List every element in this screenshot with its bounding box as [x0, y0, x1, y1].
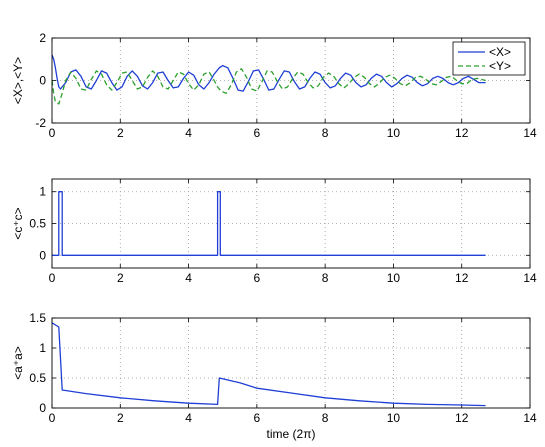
legend-box [452, 41, 526, 76]
x-tick-label: 4 [185, 271, 192, 285]
series-line-1 [51, 68, 486, 105]
x-tick-label: 10 [387, 411, 401, 425]
axes-frame [51, 37, 531, 124]
x-tick-label: 12 [455, 126, 469, 140]
y-tick-label: 1.5 [29, 311, 46, 325]
x-tick-label: 2 [117, 411, 124, 425]
x-tick-label: 4 [185, 411, 192, 425]
x-tick-label: 14 [523, 411, 537, 425]
x-tick-label: 12 [455, 411, 469, 425]
y-tick-label: 0 [39, 248, 46, 262]
x-tick-label: 0 [49, 271, 56, 285]
y-tick-label: 1 [39, 185, 46, 199]
legend-label-1: <Y> [489, 59, 511, 73]
plot-area [52, 318, 530, 408]
panel-aa: 0 2 4 6 8 10 12 14 0 0.5 1 1.5 <a⁺a> time (2π) [11, 311, 537, 441]
x-tick-label: 4 [185, 126, 192, 140]
legend: <X><Y> [452, 41, 526, 76]
y-tick-label: 0.5 [29, 217, 46, 231]
series-line-0 [52, 191, 486, 256]
x-tick-label: 0 [49, 411, 56, 425]
y-tick-label: 0 [39, 74, 46, 88]
y-tick-label: 0 [39, 401, 46, 415]
plot-area [52, 179, 530, 268]
y-axis-label: <c⁺c> [11, 207, 25, 239]
y-axis-label: <a⁺a> [11, 346, 25, 380]
y-tick-label: -2 [35, 116, 46, 130]
series-line-0 [51, 54, 486, 92]
x-tick-label: 14 [523, 271, 537, 285]
legend-label-0: <X> [489, 45, 511, 59]
x-tick-label: 10 [387, 271, 401, 285]
panel-xy: 0 2 4 6 8 10 12 14-202<X>,<Y><X><Y> [11, 31, 537, 140]
y-axis-label: <X>,<Y> [11, 57, 25, 104]
x-axis-label: time (2π) [267, 427, 316, 441]
x-tick-label: 8 [322, 271, 329, 285]
x-tick-label: 2 [117, 271, 124, 285]
x-tick-label: 2 [117, 126, 124, 140]
x-tick-label: 8 [322, 126, 329, 140]
axes-frame [51, 178, 531, 269]
series-line-0 [51, 322, 486, 407]
axes-frame [51, 317, 531, 409]
panel-cc: 0 2 4 6 8 10 12 14 0 0.5 1 <c⁺c> [11, 178, 537, 285]
x-tick-label: 6 [254, 271, 261, 285]
x-tick-label: 8 [322, 411, 329, 425]
y-tick-label: 2 [39, 31, 46, 45]
x-tick-label: 14 [523, 126, 537, 140]
x-tick-label: 10 [387, 126, 401, 140]
x-tick-label: 6 [254, 411, 261, 425]
x-tick-label: 0 [49, 126, 56, 140]
y-tick-label: 0.5 [29, 371, 46, 385]
y-tick-label: 1 [39, 341, 46, 355]
x-tick-label: 12 [455, 271, 469, 285]
x-tick-label: 6 [254, 126, 261, 140]
